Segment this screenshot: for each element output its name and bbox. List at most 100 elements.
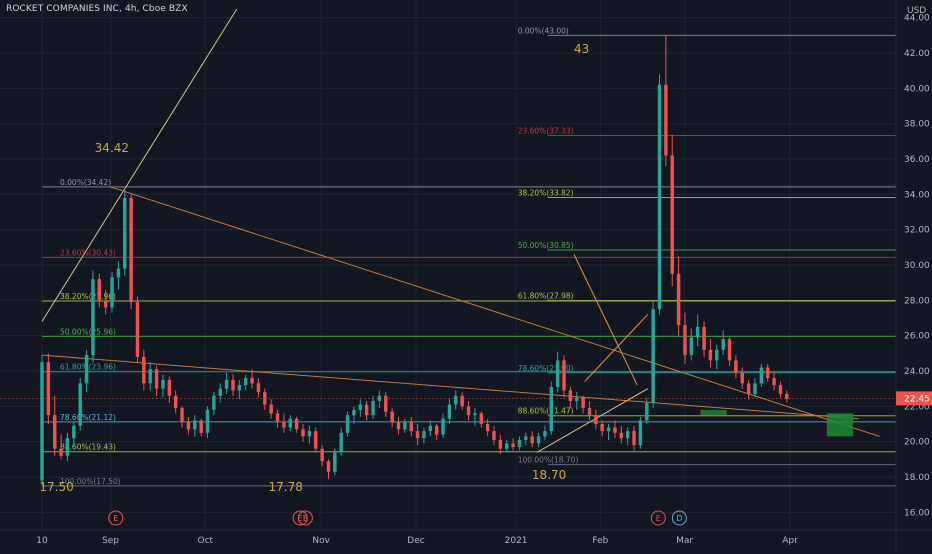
event-marker-label: E	[656, 514, 661, 523]
x-tick-label: Apr	[782, 536, 798, 546]
x-tick-label: Sep	[102, 536, 119, 546]
candle-body	[505, 443, 509, 449]
x-tick-label: 10	[36, 536, 48, 546]
candle-body	[657, 84, 662, 310]
candle-body	[479, 413, 483, 424]
fib-right-label: 100.00%(18.70)	[518, 456, 579, 465]
candle-body	[409, 422, 413, 432]
fib-left-label: 88.60%(19.43)	[60, 443, 116, 452]
candle-body	[498, 439, 503, 449]
candle-body	[568, 390, 573, 402]
x-tick-label: Mar	[676, 536, 693, 546]
candle-body	[154, 369, 159, 389]
last-price-label: 22.45	[904, 394, 930, 404]
candle-body	[740, 372, 744, 384]
candle-body	[746, 383, 751, 394]
y-tick-label: 18.00	[904, 473, 930, 483]
candle-body	[619, 432, 624, 439]
y-tick-label: 32.00	[904, 226, 930, 236]
candle-body	[759, 367, 764, 384]
candle-body	[142, 356, 146, 384]
candle-body	[511, 443, 515, 447]
event-marker-label: E	[298, 514, 303, 523]
candle-body	[288, 418, 292, 428]
candle-body	[441, 418, 445, 435]
x-tick-label: Nov	[312, 536, 330, 546]
candle-body	[581, 397, 585, 409]
candle-body	[753, 383, 757, 394]
candle-body	[562, 360, 566, 391]
fib-right-label: 0.00%(43.00)	[518, 26, 569, 35]
candle-body	[606, 427, 611, 432]
candle-body	[123, 197, 127, 269]
y-tick-label: 42.00	[904, 49, 930, 59]
candle-body	[772, 378, 776, 386]
currency-label: USD	[907, 6, 926, 16]
candle-body	[683, 325, 687, 356]
candle-body	[460, 395, 464, 407]
candle-body	[84, 355, 89, 384]
trendline	[110, 186, 880, 437]
candle-body	[689, 337, 694, 356]
candle-body	[91, 279, 95, 356]
candle-body	[301, 429, 305, 437]
fib-right-label: 50.00%(30.85)	[518, 241, 574, 250]
candle-body	[734, 360, 738, 373]
trendline-layer	[41, 8, 880, 453]
fib-left-label: 23.60%(30.43)	[60, 248, 116, 257]
candle-body	[103, 300, 108, 308]
candle-body	[40, 362, 44, 481]
candle-body	[625, 431, 630, 439]
candle-body	[78, 383, 82, 426]
trendline	[536, 388, 649, 453]
y-tick-label: 30.00	[904, 261, 930, 271]
grid-layer	[0, 0, 896, 530]
event-marker-label: D	[676, 514, 682, 523]
candle-body	[638, 420, 643, 446]
candle-body	[708, 349, 713, 361]
candle-body	[600, 424, 604, 432]
y-tick-label: 24.00	[904, 367, 930, 377]
candle-body	[715, 349, 719, 361]
candle-body	[275, 413, 280, 423]
candle-body	[785, 393, 789, 399]
candle-body	[543, 431, 547, 437]
candle-body	[110, 277, 114, 308]
candle-body	[676, 273, 681, 326]
candle-body	[65, 438, 70, 456]
trendline	[573, 254, 638, 386]
candle-body	[186, 422, 191, 430]
candle-body	[193, 420, 197, 430]
candle-body	[129, 197, 133, 303]
x-tick-label: Feb	[592, 536, 608, 546]
candle-body	[231, 379, 235, 391]
candle-body	[269, 404, 273, 414]
y-tick-label: 40.00	[904, 84, 930, 94]
trendline	[584, 314, 649, 382]
candle-body	[422, 431, 426, 439]
candle-body	[205, 409, 210, 433]
earnings-marker	[292, 510, 308, 526]
candle-body	[766, 367, 770, 379]
fib-left-label: 100.00%(17.50)	[60, 477, 121, 486]
candle-body	[243, 378, 248, 386]
candle-body	[97, 279, 102, 301]
candle-body	[116, 268, 121, 278]
candle-body	[396, 422, 401, 430]
candle-body	[377, 395, 382, 402]
candle-body	[326, 461, 331, 472]
candle-body	[594, 415, 598, 424]
event-marker-label: E	[303, 514, 308, 523]
candle-body	[454, 395, 458, 405]
fib-right-label: 23.60%(37.33)	[518, 127, 574, 136]
y-tick-label: 20.00	[904, 438, 930, 448]
x-tick-label: 2021	[505, 536, 528, 546]
earnings-marker	[108, 510, 124, 526]
candle-body	[530, 436, 534, 444]
fib-left-label: 50.00%(25.96)	[60, 327, 116, 336]
